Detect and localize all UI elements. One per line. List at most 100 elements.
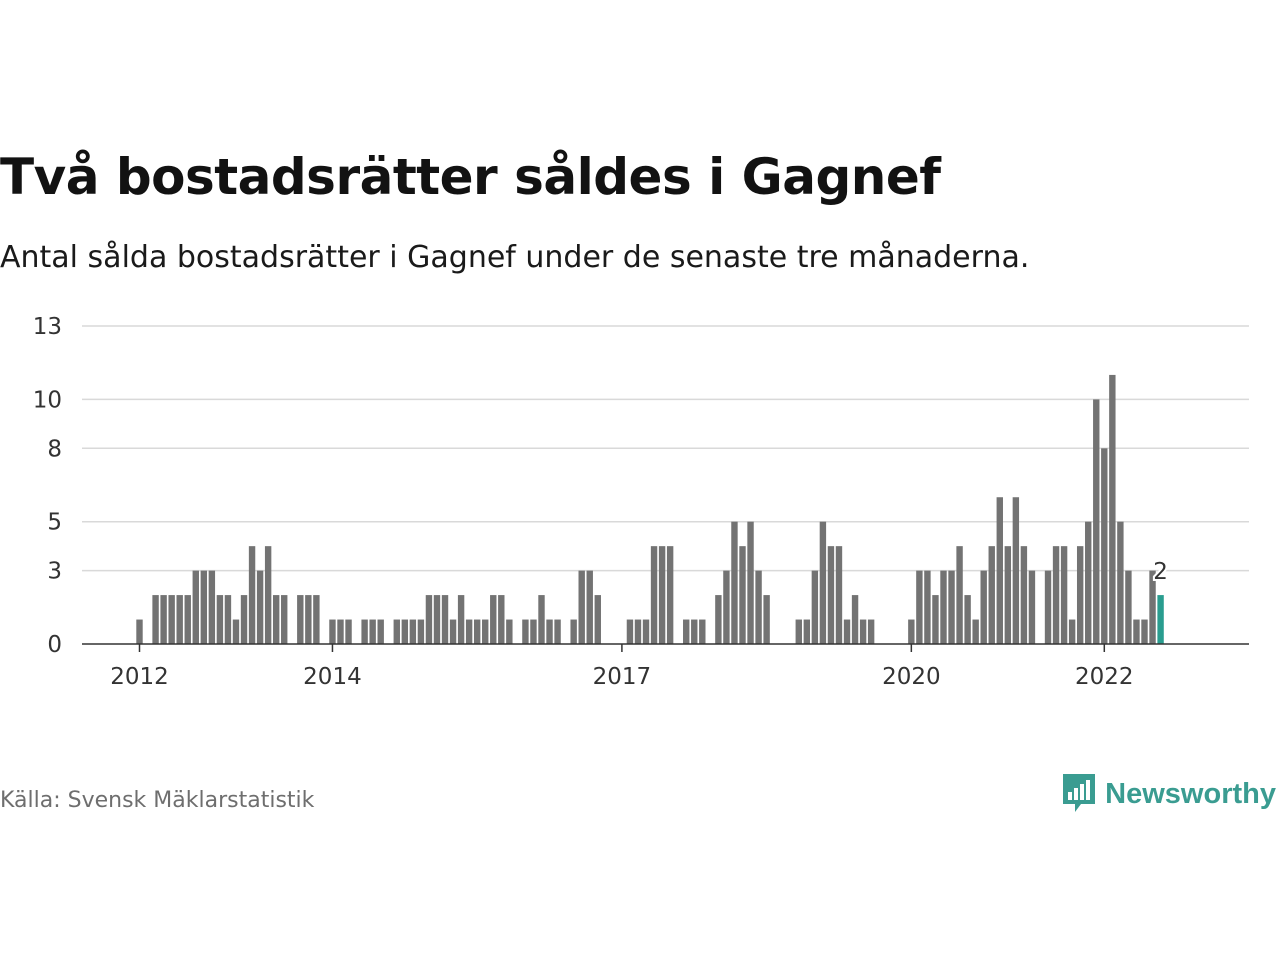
bar <box>642 619 650 644</box>
bar <box>795 619 802 644</box>
x-tick-label: 2014 <box>303 664 362 690</box>
y-tick-label: 5 <box>47 510 62 536</box>
bar <box>755 570 762 644</box>
bar <box>546 619 553 644</box>
bar <box>940 570 947 644</box>
bar <box>160 595 167 644</box>
chart-subtitle: Antal sålda bostadsrätter i Gagnef under… <box>0 240 1030 275</box>
bar <box>586 570 593 644</box>
bar <box>176 595 183 644</box>
bar <box>393 619 400 644</box>
bar <box>1012 497 1020 644</box>
bar <box>1125 570 1132 644</box>
bar <box>1060 546 1068 644</box>
x-axis-ticks: 2012 2014 2017 2020 2022 <box>110 644 1134 690</box>
bar <box>313 595 320 644</box>
bar <box>361 619 368 644</box>
bar <box>554 619 561 644</box>
bar <box>1141 619 1148 644</box>
y-tick-label: 0 <box>47 632 62 658</box>
bar <box>1004 546 1012 644</box>
bar <box>634 619 642 644</box>
bar <box>192 570 199 644</box>
bar <box>867 619 875 644</box>
bar <box>281 595 288 644</box>
bar <box>924 570 931 644</box>
bar <box>956 546 963 644</box>
bar <box>457 595 465 644</box>
bar <box>216 595 224 644</box>
bar <box>184 595 191 644</box>
bar <box>425 595 433 644</box>
bar <box>835 546 843 644</box>
x-tick-label: 2017 <box>593 664 652 690</box>
bar <box>136 619 143 644</box>
source-note: Källa: Svensk Mäklarstatistik <box>0 788 315 813</box>
bar <box>224 595 232 644</box>
bar <box>1020 546 1028 644</box>
bar <box>473 619 481 644</box>
gridlines <box>82 325 1249 572</box>
bar <box>1149 570 1156 644</box>
bar <box>972 619 979 644</box>
bar <box>377 619 384 644</box>
bar <box>578 570 585 644</box>
bar <box>683 619 690 644</box>
bar <box>256 570 264 644</box>
bar <box>232 619 240 644</box>
bar <box>650 546 658 644</box>
bar <box>1093 399 1100 644</box>
bar <box>208 570 216 644</box>
bar <box>908 619 915 644</box>
bar <box>441 595 449 644</box>
bar <box>272 595 280 644</box>
bar <box>482 619 489 644</box>
bar <box>964 595 971 644</box>
x-tick-label: 2020 <box>882 664 941 690</box>
bar <box>264 546 272 644</box>
bar <box>498 595 505 644</box>
y-tick-label: 10 <box>33 387 62 413</box>
bar <box>803 619 811 644</box>
bars <box>136 374 1164 644</box>
bar <box>522 619 529 644</box>
bar <box>417 619 425 644</box>
bar <box>530 619 537 644</box>
bar <box>305 595 312 644</box>
bar <box>449 619 457 644</box>
bar <box>626 619 634 644</box>
x-tick-label: 2022 <box>1075 664 1134 690</box>
bar <box>658 546 666 644</box>
bar <box>401 619 409 644</box>
y-tick-label: 13 <box>33 314 62 340</box>
brand-name: Newsworthy <box>1105 777 1276 810</box>
bar <box>1068 619 1076 644</box>
bar <box>916 570 923 644</box>
y-tick-label: 3 <box>47 559 62 585</box>
bar <box>731 521 738 644</box>
bar <box>747 521 754 644</box>
bar <box>699 619 706 644</box>
highlight-bar <box>1157 595 1164 644</box>
bar <box>980 570 987 644</box>
bar <box>570 619 577 644</box>
bar <box>819 521 827 644</box>
bar <box>1028 570 1036 644</box>
bar <box>932 595 939 644</box>
bar <box>843 619 851 644</box>
bar <box>538 595 545 644</box>
bar <box>465 619 473 644</box>
bar <box>490 595 497 644</box>
bar <box>594 595 601 644</box>
bar <box>240 595 248 644</box>
bar-chart: 0 3 5 8 10 13 2012 2014 2017 2020 2022 2 <box>33 314 1249 690</box>
x-tick-label: 2012 <box>110 664 169 690</box>
bar <box>996 497 1003 644</box>
bar <box>369 619 376 644</box>
bar <box>811 570 819 644</box>
bar <box>248 546 256 644</box>
bar <box>1133 619 1140 644</box>
bar <box>1052 546 1060 644</box>
highlight-bar-label: 2 <box>1153 559 1168 585</box>
bar <box>1109 374 1116 644</box>
